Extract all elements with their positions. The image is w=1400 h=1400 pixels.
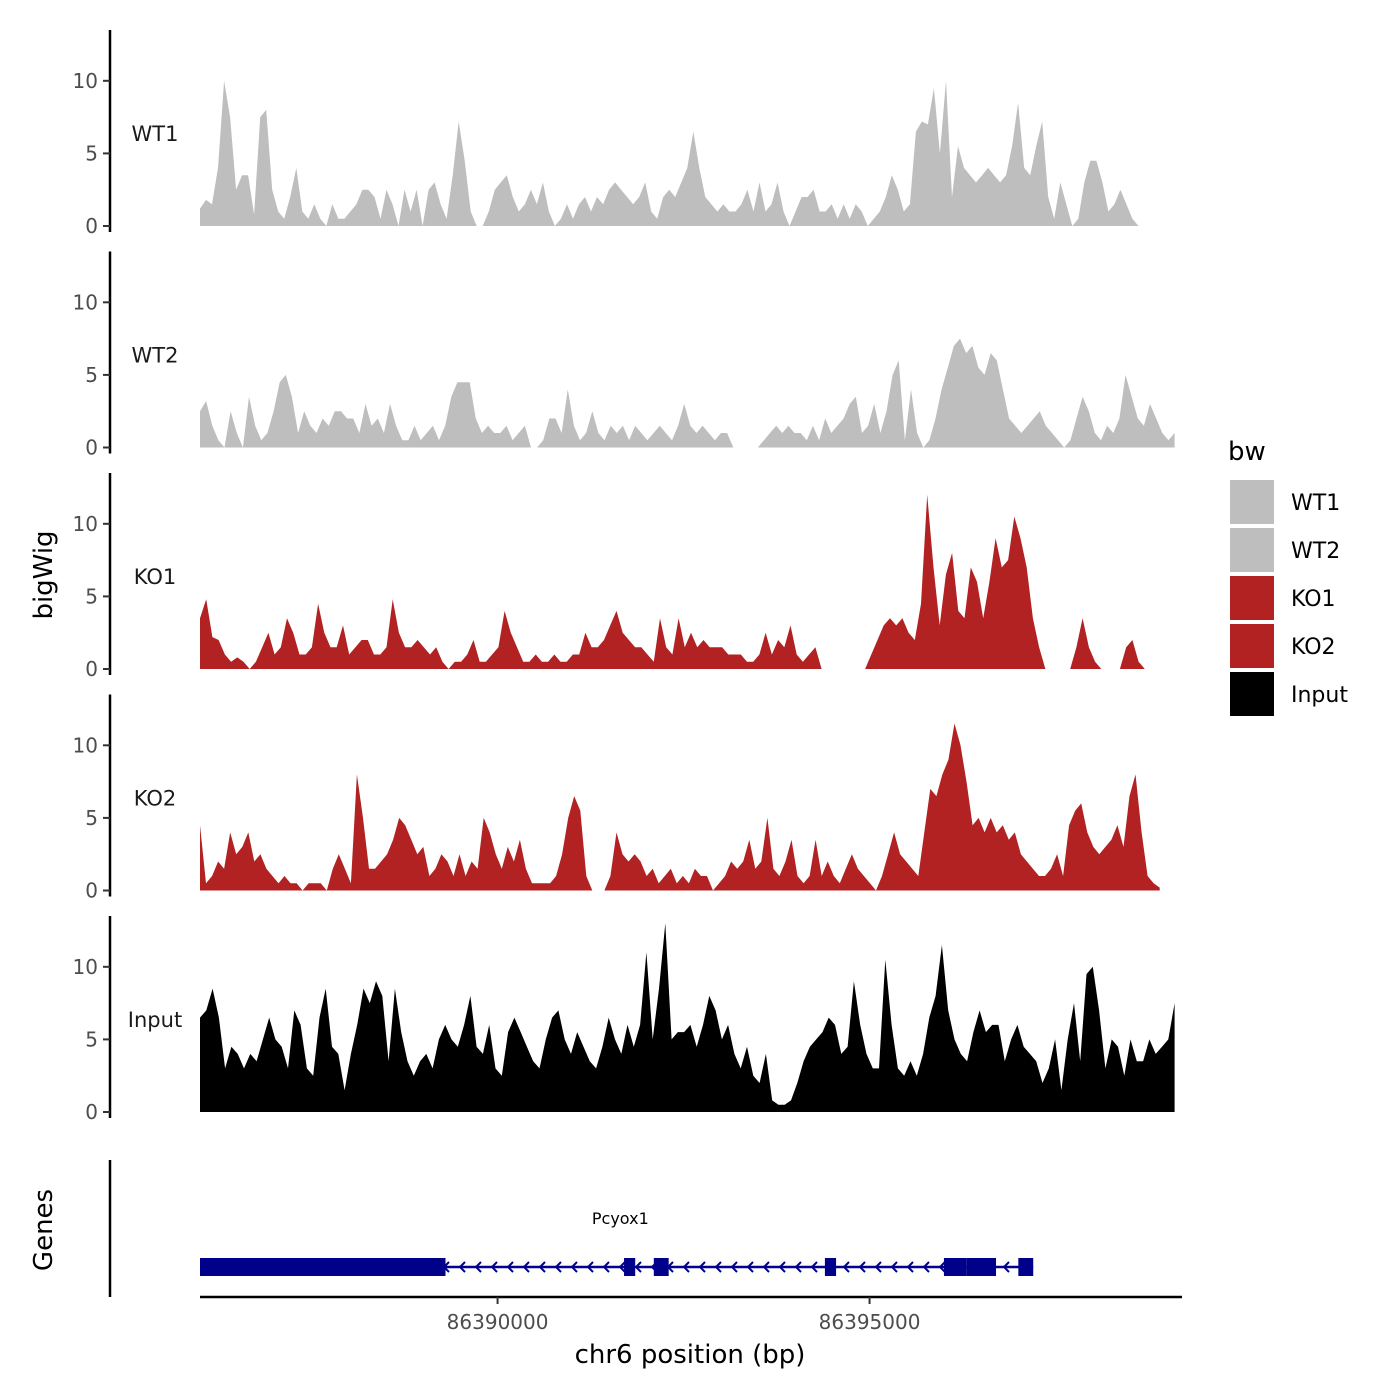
y-tick-label: 5	[85, 141, 98, 165]
legend-swatch-ko2	[1230, 624, 1274, 668]
strand-arrow	[602, 1261, 610, 1273]
gene-exon	[1018, 1258, 1034, 1276]
gene-track: Pcyox1	[108, 1160, 1034, 1297]
strand-arrow	[522, 1261, 530, 1273]
signal-area-wt2	[200, 338, 1175, 448]
legend-label-wt2: WT2	[1291, 539, 1340, 564]
legend-swatch-input	[1230, 672, 1274, 716]
strand-arrow	[506, 1261, 514, 1273]
y-tick-label: 10	[73, 955, 98, 979]
strand-arrow	[586, 1261, 594, 1273]
strand-arrow	[810, 1261, 818, 1273]
strand-arrow	[778, 1261, 786, 1273]
legend-label-ko2: KO2	[1291, 635, 1336, 660]
gene-exon	[415, 1258, 446, 1276]
legend-swatch-wt2	[1230, 528, 1274, 572]
track-ko1: 0 5 10 KO1	[73, 473, 1145, 681]
track-label: Input	[128, 1008, 182, 1032]
x-axis-title: chr6 position (bp)	[575, 1340, 806, 1370]
strand-arrow	[906, 1261, 914, 1273]
y-axis-title: bigWig	[29, 530, 59, 619]
strand-arrow	[874, 1261, 882, 1273]
gene-name-label: Pcyox1	[592, 1209, 649, 1228]
track-label: KO2	[134, 787, 177, 811]
y-tick-label: 0	[85, 436, 98, 460]
signal-area-ko2	[200, 723, 1160, 891]
y-tick-label: 10	[73, 69, 98, 93]
gene-utr	[200, 1258, 446, 1276]
strand-arrow	[698, 1261, 706, 1273]
strand-arrow	[730, 1261, 738, 1273]
strand-arrow	[938, 1261, 946, 1273]
strand-arrow	[570, 1261, 578, 1273]
strand-arrow	[794, 1261, 802, 1273]
track-ko2: 0 5 10 KO2	[73, 694, 1160, 903]
track-wt1: 0 5 10 WT1	[73, 30, 1175, 238]
strand-arrow	[858, 1261, 866, 1273]
y-tick-label: 0	[85, 657, 98, 681]
x-tick-label: 86390000	[447, 1310, 549, 1334]
gene-exon	[966, 1258, 997, 1276]
x-tick-label: 86395000	[819, 1310, 921, 1334]
strand-arrow	[922, 1261, 930, 1273]
y-tick-label: 5	[85, 1027, 98, 1051]
y-tick-label: 10	[73, 512, 98, 536]
y-tick-label: 10	[73, 290, 98, 314]
legend-swatch-ko1	[1230, 576, 1274, 620]
legend-swatch-wt1	[1230, 480, 1274, 524]
legend-label-ko1: KO1	[1291, 587, 1336, 612]
strand-arrow	[842, 1261, 850, 1273]
strand-arrow	[890, 1261, 898, 1273]
x-axis: chr6 position (bp) 86390000 86395000	[200, 1295, 1182, 1370]
y-tick-label: 0	[85, 1100, 98, 1124]
track-wt2: 0 5 10 WT2	[73, 251, 1175, 460]
tracks-group: 0 5 10 WT1 0 5 10 WT2 0 5 10 KO1 0 5 10 KO2 0 5 10 Input	[73, 30, 1175, 1124]
strand-arrow	[746, 1261, 754, 1273]
track-label: KO1	[134, 565, 177, 589]
gene-exon	[824, 1258, 837, 1276]
legend: bw WT1 WT2 KO1 KO2 Input	[1228, 437, 1348, 716]
y-tick-label: 5	[85, 584, 98, 608]
strand-arrow	[634, 1261, 642, 1273]
strand-arrow	[554, 1261, 562, 1273]
signal-area-ko1	[200, 494, 1145, 669]
strand-arrow	[490, 1261, 498, 1273]
genes-axis-title: Genes	[29, 1189, 59, 1271]
strand-arrow	[538, 1261, 546, 1273]
track-label: WT2	[132, 344, 179, 368]
y-tick-label: 0	[85, 879, 98, 903]
legend-label-wt1: WT1	[1291, 491, 1340, 516]
strand-arrow	[618, 1261, 626, 1273]
signal-area-input	[200, 923, 1175, 1112]
gene-exon	[943, 1258, 967, 1276]
y-tick-label: 5	[85, 806, 98, 830]
strand-arrow	[762, 1261, 770, 1273]
y-tick-label: 0	[85, 214, 98, 238]
strand-arrow	[714, 1261, 722, 1273]
strand-arrow	[458, 1261, 466, 1273]
gene-exon	[624, 1258, 636, 1276]
y-tick-label: 10	[73, 733, 98, 757]
gene-exon	[653, 1258, 669, 1276]
legend-title: bw	[1228, 437, 1266, 467]
strand-arrow	[1002, 1261, 1010, 1273]
strand-arrow	[682, 1261, 690, 1273]
legend-label-input: Input	[1291, 683, 1348, 708]
y-tick-label: 5	[85, 363, 98, 387]
track-input: 0 5 10 Input	[73, 916, 1175, 1124]
track-label: WT1	[132, 122, 179, 146]
signal-area-wt1	[200, 80, 1175, 226]
strand-arrow	[474, 1261, 482, 1273]
